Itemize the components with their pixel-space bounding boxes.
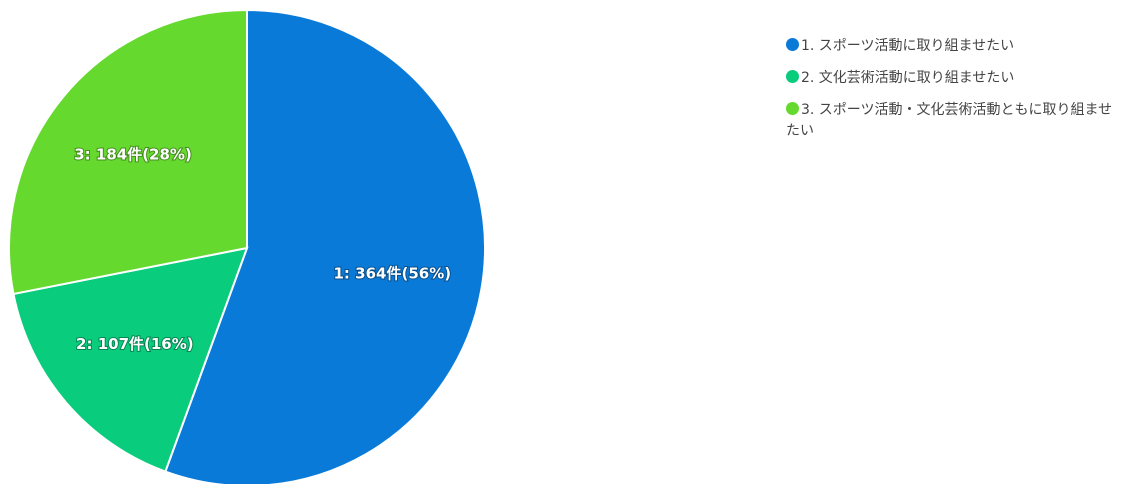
pie-slice-1[interactable] bbox=[164, 8, 486, 484]
legend-marker-1 bbox=[786, 38, 799, 51]
legend-item-1[interactable]: 1. スポーツ活動に取り組ませたい bbox=[786, 36, 1116, 57]
legend-label-1: 1. スポーツ活動に取り組ませたい bbox=[801, 38, 1015, 54]
legend-item-3[interactable]: 3. スポーツ活動・文化芸術活動ともに取り組ませたい bbox=[786, 100, 1116, 142]
pie-slice-3[interactable] bbox=[8, 8, 248, 296]
legend-label-2: 2. 文化芸術活動に取り組ませたい bbox=[801, 70, 1015, 86]
legend-label-3: 3. スポーツ活動・文化芸術活動ともに取り組ませたい bbox=[786, 102, 1113, 139]
legend-marker-3 bbox=[786, 102, 799, 115]
pie-slice-label-2: 2: 107件(16%) bbox=[76, 335, 194, 353]
pie-slices bbox=[8, 8, 486, 484]
legend-item-2[interactable]: 2. 文化芸術活動に取り組ませたい bbox=[786, 68, 1116, 89]
pie-slice-label-1: 1: 364件(56%) bbox=[334, 265, 452, 283]
pie-slice-label-3: 3: 184件(28%) bbox=[74, 145, 192, 163]
pie-plot-area: 1: 364件(56%) 2: 107件(16%) 3: 184件(28%) bbox=[8, 8, 486, 484]
legend-marker-2 bbox=[786, 70, 799, 83]
chart-legend: 1. スポーツ活動に取り組ませたい 2. 文化芸術活動に取り組ませたい 3. ス… bbox=[786, 36, 1116, 153]
pie-slice-labels: 1: 364件(56%) 2: 107件(16%) 3: 184件(28%) bbox=[73, 144, 452, 354]
pie-slice-2[interactable] bbox=[12, 246, 249, 473]
